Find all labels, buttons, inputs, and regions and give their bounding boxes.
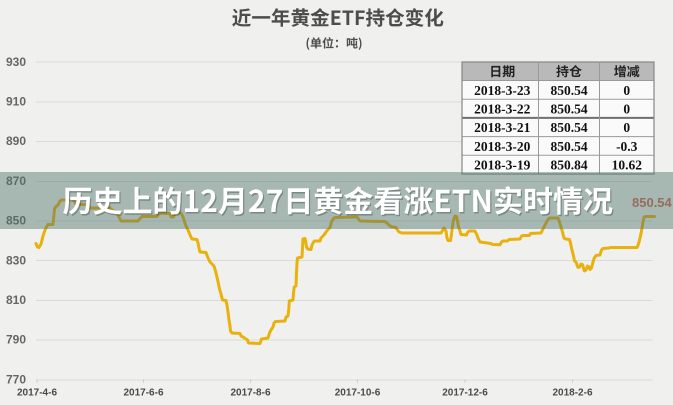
svg-text:2018-2-6: 2018-2-6 (552, 388, 592, 399)
svg-text:0: 0 (623, 83, 630, 98)
svg-text:-0.3: -0.3 (616, 139, 638, 154)
svg-text:2018-3-23: 2018-3-23 (474, 83, 530, 98)
svg-text:2017-10-6: 2017-10-6 (335, 388, 381, 399)
svg-text:910: 910 (6, 95, 26, 109)
svg-text:850.54: 850.54 (632, 195, 673, 210)
svg-text:2017-6-6: 2017-6-6 (123, 388, 163, 399)
svg-text:2018-3-21: 2018-3-21 (474, 120, 530, 135)
svg-text:2018-3-19: 2018-3-19 (474, 158, 530, 173)
svg-text:0: 0 (623, 120, 630, 135)
svg-text:850.54: 850.54 (550, 83, 587, 98)
svg-text:0: 0 (623, 102, 630, 117)
svg-text:850.54: 850.54 (550, 102, 587, 117)
svg-text:850.84: 850.84 (550, 158, 587, 173)
svg-text:890: 890 (6, 134, 26, 148)
svg-text:870: 870 (6, 174, 26, 188)
svg-text:2017-4-6: 2017-4-6 (17, 388, 57, 399)
svg-text:10.62: 10.62 (612, 158, 643, 173)
svg-text:850: 850 (6, 214, 26, 228)
svg-text:770: 770 (6, 372, 26, 386)
svg-text:790: 790 (6, 333, 26, 347)
svg-text:830: 830 (6, 253, 26, 267)
svg-text:2018-3-22: 2018-3-22 (474, 102, 530, 117)
svg-text:810: 810 (6, 293, 26, 307)
svg-text:2017-12-6: 2017-12-6 (442, 388, 488, 399)
svg-text:850.54: 850.54 (550, 139, 587, 154)
svg-text:930: 930 (6, 55, 26, 69)
svg-text:850.54: 850.54 (550, 120, 587, 135)
svg-text:2017-8-6: 2017-8-6 (230, 388, 270, 399)
svg-text:2018-3-20: 2018-3-20 (474, 139, 530, 154)
